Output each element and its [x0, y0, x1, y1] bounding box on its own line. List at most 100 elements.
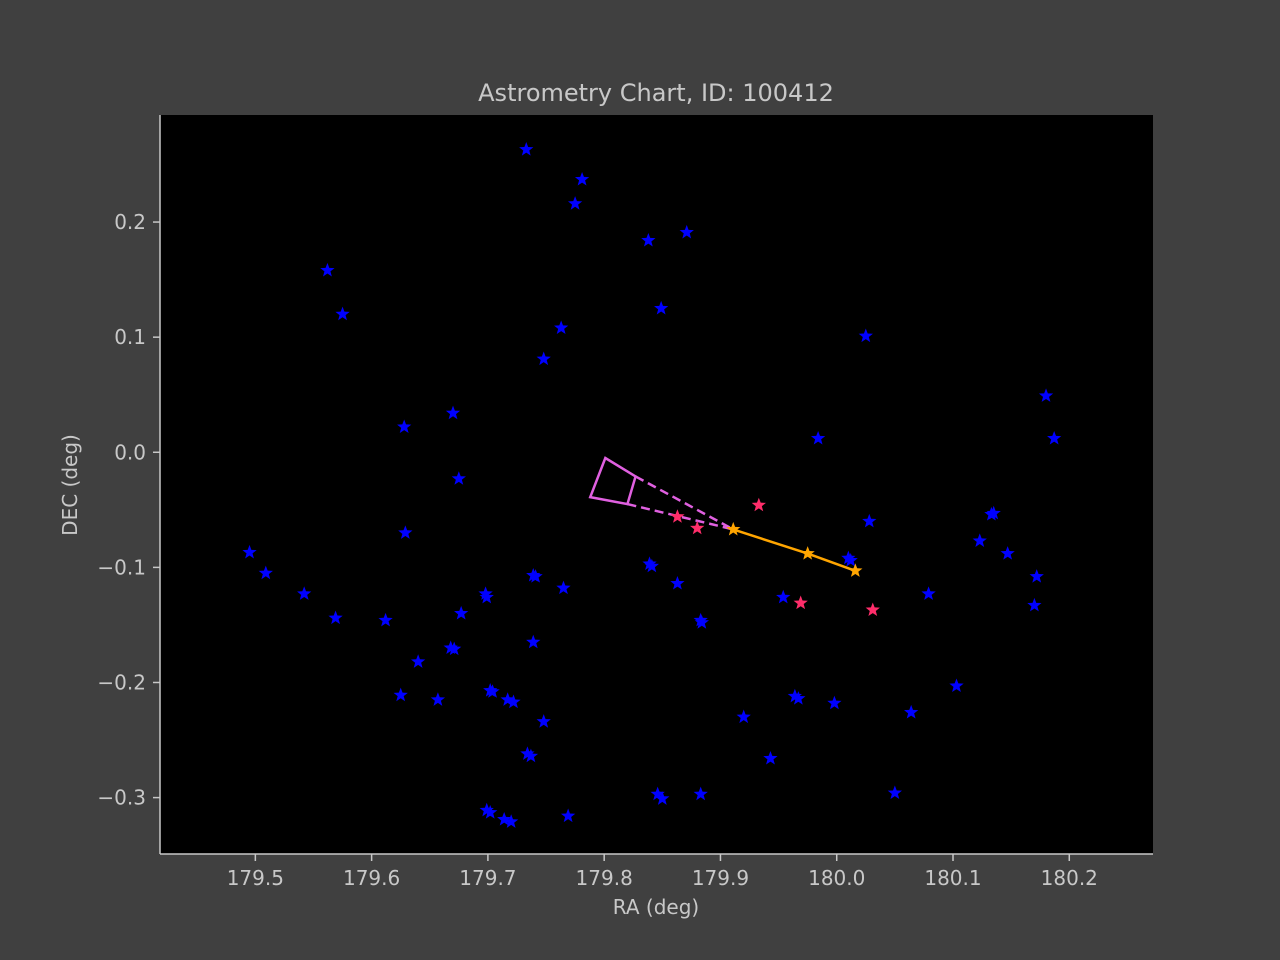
- uncertainty-wedge-solid: [588, 456, 638, 506]
- candidate-star-marker: [751, 497, 766, 512]
- field-star-marker: [736, 709, 751, 724]
- field-star-marker: [641, 232, 656, 247]
- y-tick-label: 0.0: [114, 440, 146, 464]
- field-star-marker: [556, 580, 571, 595]
- x-tick-label: 180.2: [1041, 866, 1098, 890]
- y-tick-label: −0.2: [97, 670, 146, 694]
- field-star-marker: [479, 589, 494, 604]
- field-star-marker: [378, 612, 393, 627]
- field-star-marker: [1000, 546, 1015, 560]
- field-star-marker: [1029, 569, 1044, 583]
- field-star-marker: [526, 634, 541, 649]
- field-star-marker: [398, 525, 413, 539]
- field-star-marker: [258, 565, 273, 580]
- x-tick-label: 179.5: [227, 866, 284, 890]
- field-star-marker: [655, 791, 670, 805]
- field-star-marker: [411, 654, 426, 668]
- field-star-marker: [445, 405, 461, 420]
- field-star-marker: [454, 605, 469, 620]
- x-tick-label: 179.6: [343, 866, 400, 890]
- y-axis-label: DEC (deg): [58, 434, 82, 536]
- plot-area: [160, 115, 1153, 854]
- chart-title: Astrometry Chart, ID: 100412: [478, 79, 834, 107]
- x-tick-label: 179.9: [692, 866, 749, 890]
- field-star-marker: [528, 569, 543, 583]
- field-star-marker: [972, 533, 987, 547]
- field-star-marker: [827, 695, 842, 710]
- uncertainty-wedge-dashed-lower: [627, 502, 734, 531]
- field-star-marker: [791, 691, 806, 705]
- field-star-marker: [451, 471, 466, 485]
- field-star-marker: [862, 513, 877, 528]
- field-star-marker: [485, 684, 500, 698]
- field-star-marker: [567, 196, 583, 210]
- x-axis-ticks: 179.5 179.6 179.7 179.8 179.9 180.0 180.1 180.2: [227, 854, 1098, 890]
- field-star-marker: [393, 687, 408, 702]
- field-star-marker: [554, 320, 569, 335]
- field-star-marker: [447, 641, 462, 656]
- field-star-marker: [574, 171, 590, 186]
- field-star-marker: [506, 694, 521, 709]
- field-star-marker: [644, 558, 659, 573]
- field-star-marker: [479, 802, 494, 817]
- field-star-marker: [504, 814, 519, 828]
- candidate-star-marker: [865, 602, 880, 617]
- y-tick-label: 0.1: [114, 325, 146, 349]
- field-star-marker: [536, 714, 551, 728]
- field-star-marker: [430, 692, 446, 706]
- field-star-marker: [297, 586, 312, 600]
- candidate-star-marker: [793, 595, 808, 610]
- x-tick-label: 179.7: [459, 866, 516, 890]
- candidate-star-marker: [670, 509, 685, 523]
- chart-marks: [242, 142, 1062, 828]
- field-star-marker: [679, 224, 694, 239]
- track-star-marker: [726, 521, 741, 536]
- field-star-marker: [654, 300, 669, 315]
- field-star-marker: [650, 786, 665, 801]
- field-star-marker: [1027, 597, 1042, 612]
- field-star-marker: [328, 610, 343, 625]
- field-star-marker: [984, 506, 999, 521]
- field-star-marker: [776, 589, 791, 604]
- field-star-marker: [519, 142, 534, 156]
- field-star-marker: [810, 430, 826, 445]
- field-star-marker: [536, 351, 551, 366]
- field-star-marker: [497, 811, 512, 826]
- x-axis-label: RA (deg): [613, 895, 699, 919]
- y-axis-ticks: 0.2 0.1 0.0 −0.1 −0.2 −0.3: [97, 210, 160, 810]
- y-tick-label: −0.3: [97, 786, 146, 810]
- field-star-marker: [949, 678, 964, 693]
- x-tick-label: 180.1: [924, 866, 981, 890]
- field-star-marker: [1038, 388, 1054, 402]
- x-tick-label: 180.0: [808, 866, 865, 890]
- field-star-marker: [520, 746, 535, 760]
- candidate-star-marker: [690, 520, 705, 535]
- uncertainty-wedge-dashed-upper: [634, 475, 734, 531]
- field-star-marker: [483, 805, 498, 819]
- field-star-marker: [693, 786, 708, 801]
- track-star-marker: [800, 546, 815, 560]
- field-star-marker: [242, 544, 257, 559]
- field-star-marker: [500, 692, 515, 706]
- field-star-marker: [841, 550, 856, 565]
- y-tick-label: 0.2: [114, 210, 146, 234]
- field-star-marker: [397, 419, 412, 434]
- field-star-marker: [843, 552, 858, 567]
- field-star-marker: [561, 808, 576, 823]
- field-star-marker: [335, 306, 350, 321]
- field-star-marker: [694, 615, 709, 629]
- x-tick-label: 179.8: [576, 866, 633, 890]
- field-star-marker: [787, 688, 802, 703]
- field-star-marker: [887, 785, 902, 800]
- field-star-marker: [858, 328, 873, 343]
- field-star-marker: [523, 748, 539, 763]
- track-star-marker: [848, 563, 863, 577]
- field-star-marker: [642, 556, 657, 570]
- field-star-marker: [763, 750, 778, 765]
- field-star-marker: [921, 586, 936, 600]
- field-star-marker: [904, 704, 919, 719]
- field-star-marker: [1047, 430, 1062, 445]
- y-tick-label: −0.1: [97, 555, 146, 579]
- field-star-marker: [670, 575, 685, 590]
